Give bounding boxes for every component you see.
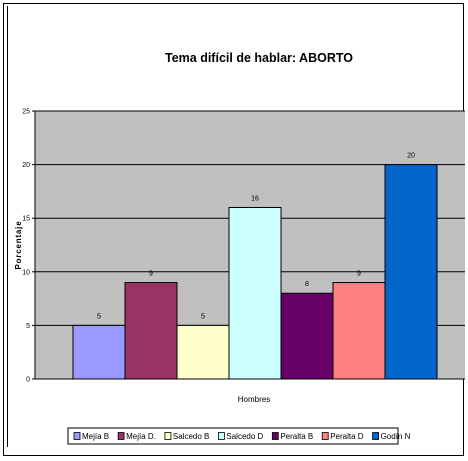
- legend-swatch: [117, 432, 125, 440]
- legend-label: Mejía B: [82, 432, 109, 441]
- legend-swatch: [217, 432, 225, 440]
- bar: [124, 282, 178, 380]
- bar: [72, 324, 126, 380]
- page-edge-rule: [7, 6, 8, 447]
- legend-label: Salcedo D: [226, 432, 263, 441]
- bar: [280, 292, 334, 380]
- data-label: 5: [201, 313, 205, 320]
- y-tick-label: 25: [22, 109, 30, 116]
- legend-swatch: [321, 432, 329, 440]
- data-label: 5: [97, 313, 101, 320]
- bars: [72, 164, 438, 380]
- y-tick-label: 15: [22, 216, 30, 223]
- bar: [228, 206, 282, 380]
- data-label: 8: [305, 281, 309, 288]
- data-label: 9: [357, 271, 361, 278]
- y-tick-label: 20: [22, 162, 30, 169]
- data-label: 9: [149, 271, 153, 278]
- data-label: 16: [251, 195, 259, 202]
- y-tick-label: 10: [22, 269, 30, 276]
- legend-label: Peralta D: [330, 432, 364, 441]
- x-axis-label: Hombres: [238, 395, 270, 404]
- y-axis-label: Porcentaje: [14, 221, 23, 270]
- y-tick-label: 5: [26, 323, 30, 330]
- bar: [384, 164, 438, 380]
- legend-label: Peralta B: [280, 432, 313, 441]
- legend-label: Salcedo B: [173, 432, 209, 441]
- legend-label: Godín N: [381, 432, 411, 441]
- y-tick-label: 0: [26, 377, 30, 384]
- legend-swatch: [164, 432, 172, 440]
- legend-swatch: [271, 432, 279, 440]
- data-labels: 5 9 5 16 8 9 20: [97, 153, 415, 321]
- legend-swatch: [372, 432, 379, 440]
- chart-title: Tema difícil de hablar: ABORTO: [165, 51, 353, 65]
- legend-label: Mejía D.: [126, 432, 156, 441]
- data-label: 20: [407, 153, 415, 160]
- legend-items: Mejía B Mejía D. Salcedo B Salcedo D Peralta…: [73, 432, 411, 441]
- legend: [67, 427, 399, 445]
- bar: [176, 324, 230, 380]
- bar: [332, 282, 386, 380]
- legend-swatch: [73, 432, 81, 440]
